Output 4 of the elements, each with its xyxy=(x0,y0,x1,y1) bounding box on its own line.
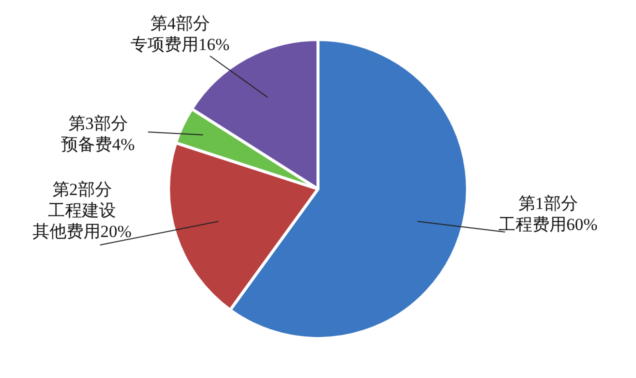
slice-label: 第3部分预备费4% xyxy=(61,114,135,154)
slice-label: 第1部分工程费用60% xyxy=(498,194,598,234)
slice-label: 第2部分工程建设其他费用20% xyxy=(32,180,132,241)
slice-label: 第4部分专项费用16% xyxy=(130,14,230,54)
